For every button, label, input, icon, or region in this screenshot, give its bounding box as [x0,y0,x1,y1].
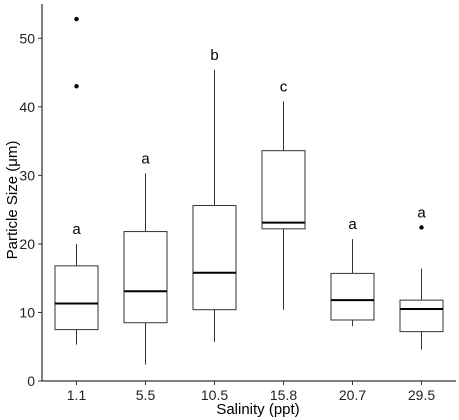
y-tick-label: 30 [19,167,35,183]
outlier-point [419,225,424,230]
axes-layer: 0 10 20 30 40 50 1.1 5.5 10.5 15.8 20.7 29.5 [19,4,456,403]
iqr-box [399,299,444,333]
significance-letter: a [417,204,426,221]
significance-letter: a [72,221,81,238]
significance-letter: c [280,78,288,95]
box-group-10.5: b [192,47,237,342]
y-tick-label: 10 [19,304,35,320]
box-group-15.8: c [261,78,306,310]
iqr-box [261,150,306,230]
significance-letter: a [141,150,150,167]
y-tick-label: 0 [27,373,35,389]
significance-letter: a [348,216,357,233]
significance-letter: b [210,47,218,64]
y-tick-label: 40 [19,99,35,115]
outlier-point [74,16,79,22]
y-tick-label: 20 [19,236,35,252]
x-tick-label: 29.5 [408,387,435,403]
x-tick-label: 10.5 [201,387,228,403]
iqr-box [123,231,168,324]
box-group-1.1: a [54,16,99,345]
box-group-5.5: a [123,150,168,365]
x-tick-label: 1.1 [67,387,87,403]
y-tick-label: 50 [19,30,35,46]
x-tick-label: 15.8 [270,387,297,403]
x-tick-label: 5.5 [136,387,156,403]
iqr-box [54,265,99,331]
x-tick-label: 20.7 [339,387,366,403]
x-axis-title: Salinity (ppt) [216,401,299,418]
box-group-29.5: a [399,204,444,350]
y-axis-title: Particle Size (μm) [4,141,21,260]
iqr-box [192,205,237,311]
box-group-20.7: a [330,216,375,327]
boxes-layer: a a b c a a [54,16,444,365]
iqr-box [330,272,375,321]
outlier-point [74,84,79,89]
